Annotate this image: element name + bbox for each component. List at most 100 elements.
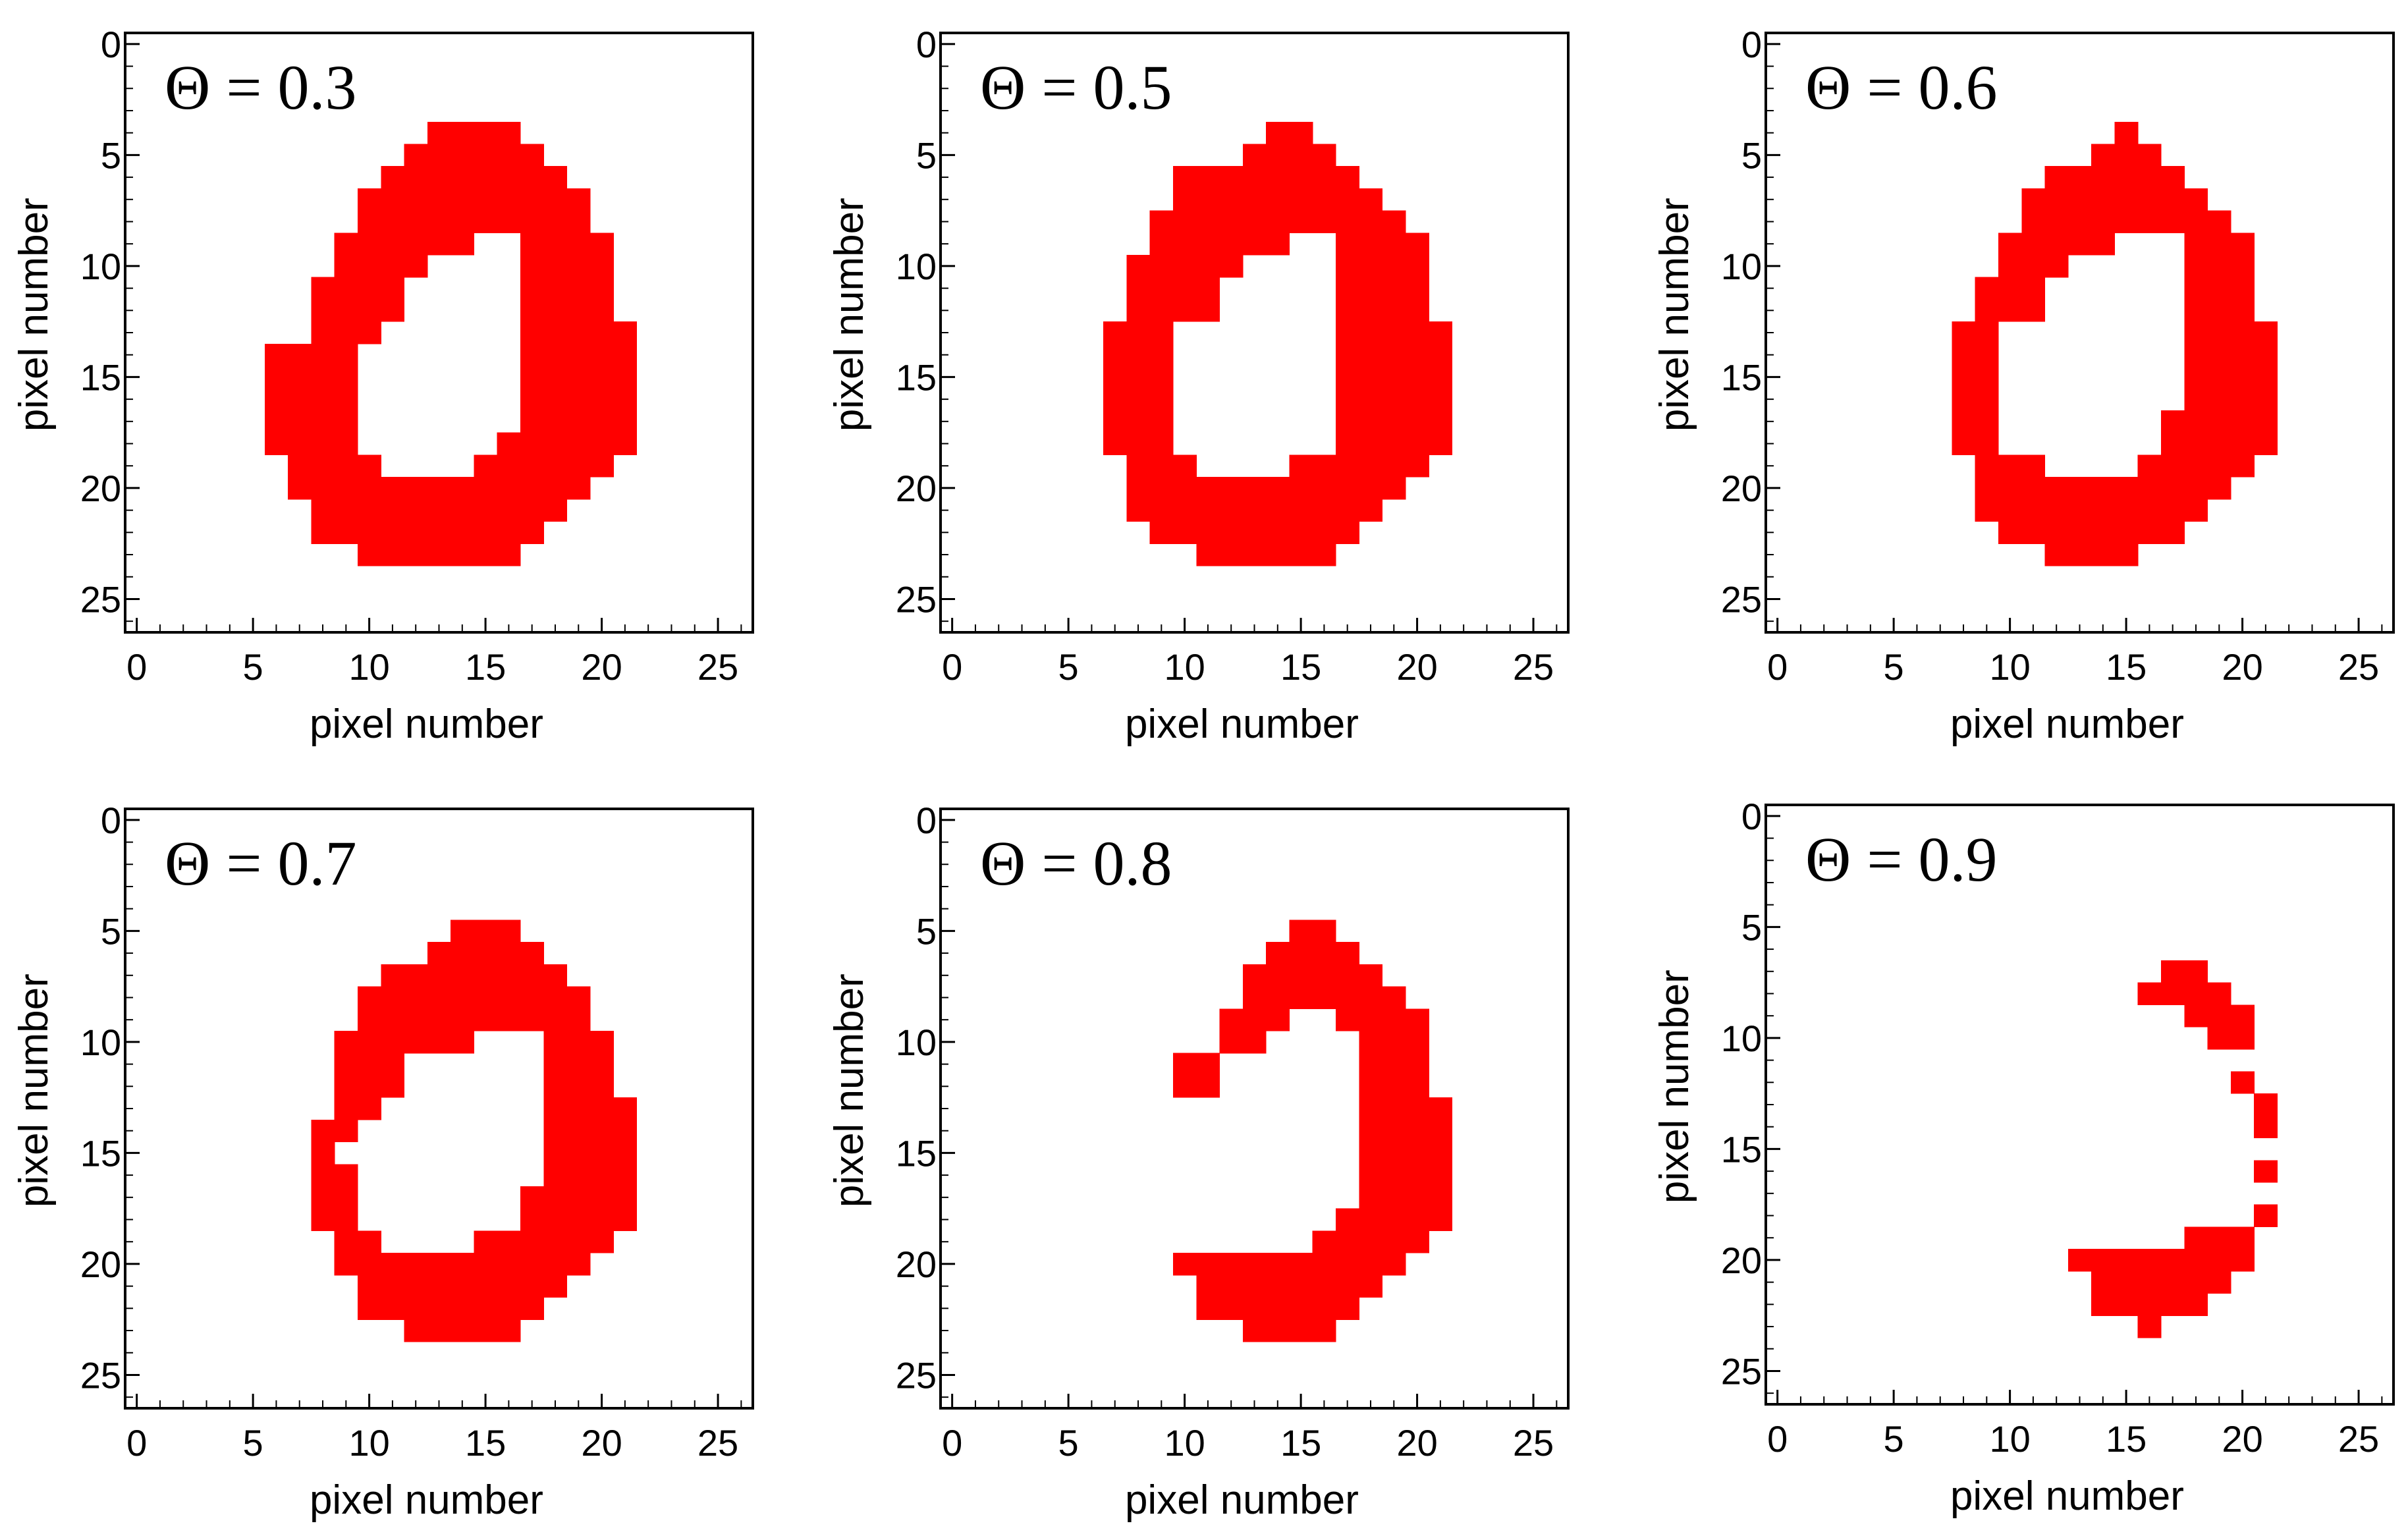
pixel-run bbox=[1998, 255, 2069, 278]
y-tick-label: 10 bbox=[896, 1022, 937, 1063]
pixel-run bbox=[1172, 188, 1383, 211]
pixel-run bbox=[1336, 277, 1429, 300]
pixel-run bbox=[311, 521, 544, 544]
y-tick-label: 20 bbox=[80, 468, 121, 509]
x-tick-label: 0 bbox=[1767, 646, 1788, 688]
panel-title: Θ = 0.8 bbox=[980, 828, 1172, 898]
y-tick-label: 25 bbox=[80, 578, 121, 620]
y-tick-label: 5 bbox=[1741, 906, 1762, 948]
pixel-run bbox=[2161, 410, 2278, 433]
pixel-run bbox=[1126, 477, 1406, 500]
x-tick-label: 10 bbox=[348, 646, 389, 688]
pixel-run bbox=[1998, 521, 2185, 544]
pixel-run bbox=[404, 1319, 521, 1342]
pixel-run bbox=[334, 233, 475, 256]
pixel-run bbox=[1126, 299, 1220, 322]
pixel-run bbox=[264, 432, 358, 455]
y-tick-label: 0 bbox=[916, 800, 937, 841]
pixel-run bbox=[2021, 210, 2231, 233]
pixel-run bbox=[334, 255, 428, 278]
pixel-run bbox=[381, 166, 568, 189]
x-tick-label: 0 bbox=[942, 1422, 962, 1464]
pixel-run bbox=[1975, 477, 2231, 500]
pixel-run bbox=[1998, 233, 2116, 256]
pixel-run bbox=[543, 1053, 614, 1076]
pixel-run bbox=[543, 1031, 614, 1054]
pixel-run bbox=[427, 942, 544, 965]
pixel-run bbox=[1975, 454, 2046, 478]
x-tick-label: 5 bbox=[1884, 1418, 1904, 1460]
pixel-run bbox=[427, 121, 521, 145]
pixel-run bbox=[1359, 1186, 1453, 1209]
pixel-run bbox=[311, 1208, 358, 1231]
pixel-run bbox=[1126, 255, 1244, 278]
x-tick-label: 10 bbox=[1989, 1418, 2030, 1460]
y-tick-label: 15 bbox=[80, 356, 121, 398]
pixel-run bbox=[2184, 366, 2278, 389]
pixel-run bbox=[334, 1031, 475, 1054]
y-tick-label: 20 bbox=[1721, 1240, 1762, 1281]
pixel-run bbox=[334, 1075, 405, 1098]
pixel-run bbox=[1196, 543, 1336, 566]
x-tick-label: 20 bbox=[1396, 1422, 1437, 1464]
pixel-run bbox=[1359, 1075, 1429, 1098]
pixel-run bbox=[2137, 454, 2255, 478]
x-tick-label: 15 bbox=[2106, 646, 2147, 688]
y-tick-label: 25 bbox=[1721, 578, 1762, 620]
pixel-run bbox=[1359, 1031, 1429, 1054]
y-axis-label: pixel number bbox=[827, 974, 872, 1207]
pixel-run bbox=[1196, 1275, 1383, 1298]
x-tick-label: 0 bbox=[1767, 1418, 1788, 1460]
pixel-run bbox=[543, 1164, 638, 1187]
pixel-run bbox=[357, 1275, 568, 1298]
x-tick-label: 5 bbox=[243, 646, 263, 688]
y-axis-label: pixel number bbox=[1652, 198, 1697, 431]
pixel-run bbox=[2254, 1115, 2278, 1139]
pixel-run bbox=[1126, 277, 1220, 300]
pixel-run bbox=[1196, 1297, 1359, 1320]
pixel-run bbox=[1242, 986, 1406, 1009]
x-tick-label: 25 bbox=[1513, 1422, 1554, 1464]
pixel-run bbox=[1336, 1208, 1453, 1231]
pixel-run bbox=[543, 1119, 638, 1143]
y-tick-label: 0 bbox=[916, 24, 937, 65]
x-tick-label: 10 bbox=[1164, 1422, 1205, 1464]
pixel-run bbox=[334, 1053, 405, 1076]
x-axis-label: pixel number bbox=[1125, 701, 1359, 747]
pixel-run bbox=[2091, 144, 2162, 167]
x-tick-label: 15 bbox=[465, 1422, 506, 1464]
x-tick-label: 20 bbox=[581, 646, 622, 688]
x-tick-label: 20 bbox=[2222, 1418, 2262, 1460]
pixel-run bbox=[357, 1008, 591, 1031]
pixel-run bbox=[311, 1164, 358, 1187]
x-axis-label: pixel number bbox=[310, 701, 543, 747]
pixel-run bbox=[2114, 121, 2139, 145]
pixel-run bbox=[1149, 233, 1290, 256]
pixel-run bbox=[2067, 1249, 2255, 1272]
pixel-run bbox=[1336, 388, 1453, 411]
pixel-run bbox=[1289, 454, 1429, 478]
y-tick-label: 5 bbox=[1741, 134, 1762, 176]
y-tick-label: 5 bbox=[916, 134, 937, 176]
x-tick-label: 20 bbox=[2222, 646, 2262, 688]
x-axis-label: pixel number bbox=[310, 1477, 543, 1523]
pixel-run bbox=[1952, 410, 1999, 433]
y-axis-label: pixel number bbox=[11, 198, 57, 431]
pixel-run bbox=[1242, 1319, 1336, 1342]
pixel-run bbox=[334, 1253, 591, 1276]
pixel-run bbox=[2044, 166, 2185, 189]
pixel-run bbox=[1149, 521, 1359, 544]
pixel-run bbox=[1103, 410, 1174, 433]
pixel-run bbox=[520, 277, 614, 300]
pixel-run bbox=[2184, 255, 2255, 278]
pixel-run bbox=[543, 1097, 638, 1120]
panel-title: Θ = 0.5 bbox=[980, 52, 1172, 123]
pixel-run bbox=[288, 477, 591, 500]
pixel-run bbox=[1359, 1119, 1453, 1143]
x-tick-label: 25 bbox=[2338, 1418, 2379, 1460]
x-tick-label: 15 bbox=[2106, 1418, 2147, 1460]
pixel-run bbox=[1289, 920, 1336, 943]
pixel-run bbox=[2254, 1160, 2278, 1183]
x-tick-label: 5 bbox=[1884, 646, 1904, 688]
